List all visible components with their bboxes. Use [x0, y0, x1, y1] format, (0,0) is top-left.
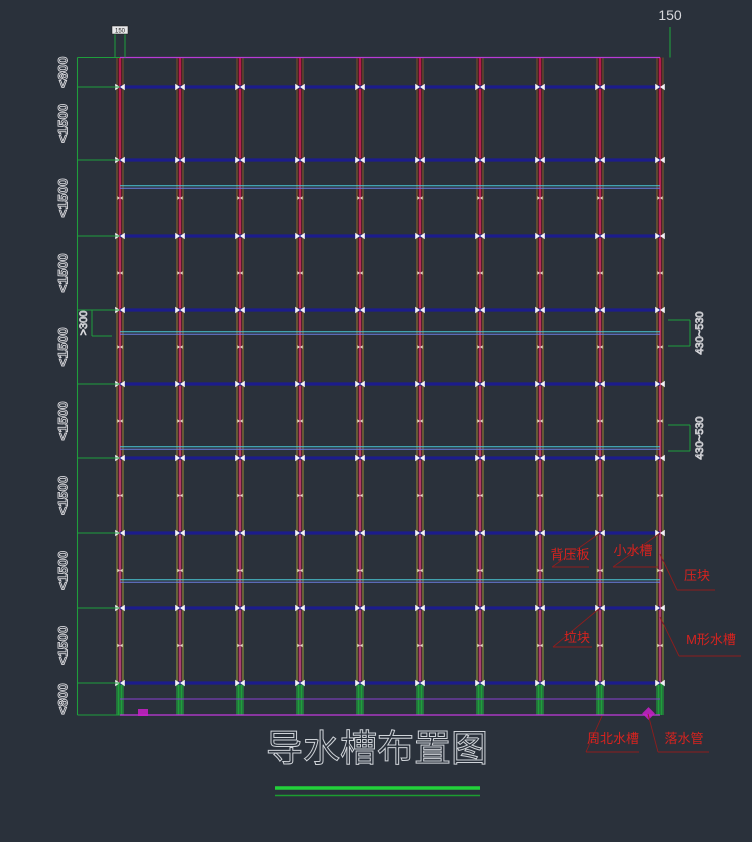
svg-text:<1500: <1500: [55, 476, 71, 516]
svg-text:M形水槽: M形水槽: [686, 632, 736, 647]
svg-text:<800: <800: [55, 56, 71, 88]
svg-text:<1500: <1500: [55, 551, 71, 591]
svg-text:<1500: <1500: [55, 626, 71, 666]
svg-text:<1500: <1500: [55, 178, 71, 218]
svg-text:压块: 压块: [684, 568, 710, 583]
svg-text:430~530: 430~530: [694, 311, 706, 354]
svg-text:<1500: <1500: [55, 327, 71, 367]
svg-text:150: 150: [115, 29, 126, 35]
svg-text:>300: >300: [78, 311, 90, 336]
svg-text:小水槽: 小水槽: [613, 543, 652, 558]
svg-text:<1500: <1500: [55, 401, 71, 441]
svg-text:周北水槽: 周北水槽: [587, 731, 639, 746]
svg-text:垃块: 垃块: [564, 630, 590, 645]
svg-text:导水槽布置图: 导水槽布置图: [266, 728, 488, 769]
svg-text:430~530: 430~530: [694, 416, 706, 459]
svg-text:<1500: <1500: [55, 104, 71, 144]
svg-text:背压板: 背压板: [550, 547, 589, 562]
svg-text:150: 150: [658, 7, 682, 23]
svg-text:<1500: <1500: [55, 253, 71, 293]
svg-text:落水管: 落水管: [664, 731, 703, 746]
svg-text:<800: <800: [55, 683, 71, 715]
